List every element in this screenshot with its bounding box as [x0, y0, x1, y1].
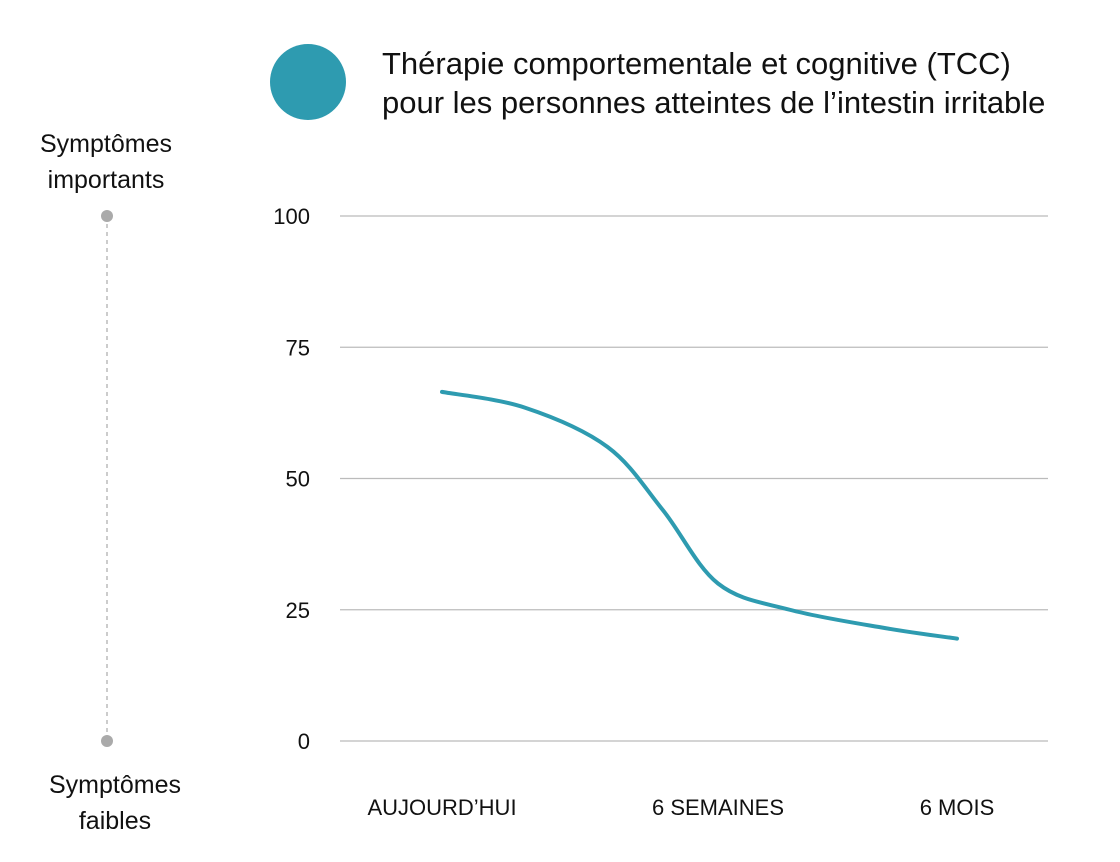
- legend-marker: [270, 44, 346, 120]
- y-tick-label: 75: [286, 335, 310, 360]
- x-category-label: 6 MOIS: [920, 795, 995, 820]
- side-axis-top-dot: [101, 210, 113, 222]
- y-tick-label: 100: [273, 204, 310, 229]
- y-tick-label: 25: [286, 598, 310, 623]
- side-top-label-line-2: importants: [48, 166, 165, 194]
- series-layer: [440, 389, 959, 641]
- side-bottom-label-line-2: faibles: [79, 807, 151, 835]
- x-category-label: AUJOURD’HUI: [367, 795, 516, 820]
- y-tick-label: 0: [298, 729, 310, 754]
- y-tick-label: 50: [286, 467, 310, 492]
- gridlines: [340, 215, 1048, 742]
- legend: Thérapie comportementale et cognitive (T…: [270, 44, 1045, 120]
- y-tick-labels: 0 25 50 75 100: [273, 204, 310, 754]
- x-category-labels: AUJOURD’HUI 6 SEMAINES 6 MOIS: [367, 795, 994, 820]
- side-top-label-line-1: Symptômes: [40, 130, 172, 158]
- side-axis-bottom-dot: [101, 735, 113, 747]
- side-axis: Symptômes importants Symptômes faibles: [40, 130, 181, 835]
- series-line-0: [440, 389, 959, 641]
- x-category-label: 6 SEMAINES: [652, 795, 784, 820]
- legend-title-line-1: Thérapie comportementale et cognitive (T…: [382, 46, 1011, 81]
- legend-title-line-2: pour les personnes atteintes de l’intest…: [382, 85, 1045, 120]
- side-bottom-label-line-1: Symptômes: [49, 771, 181, 799]
